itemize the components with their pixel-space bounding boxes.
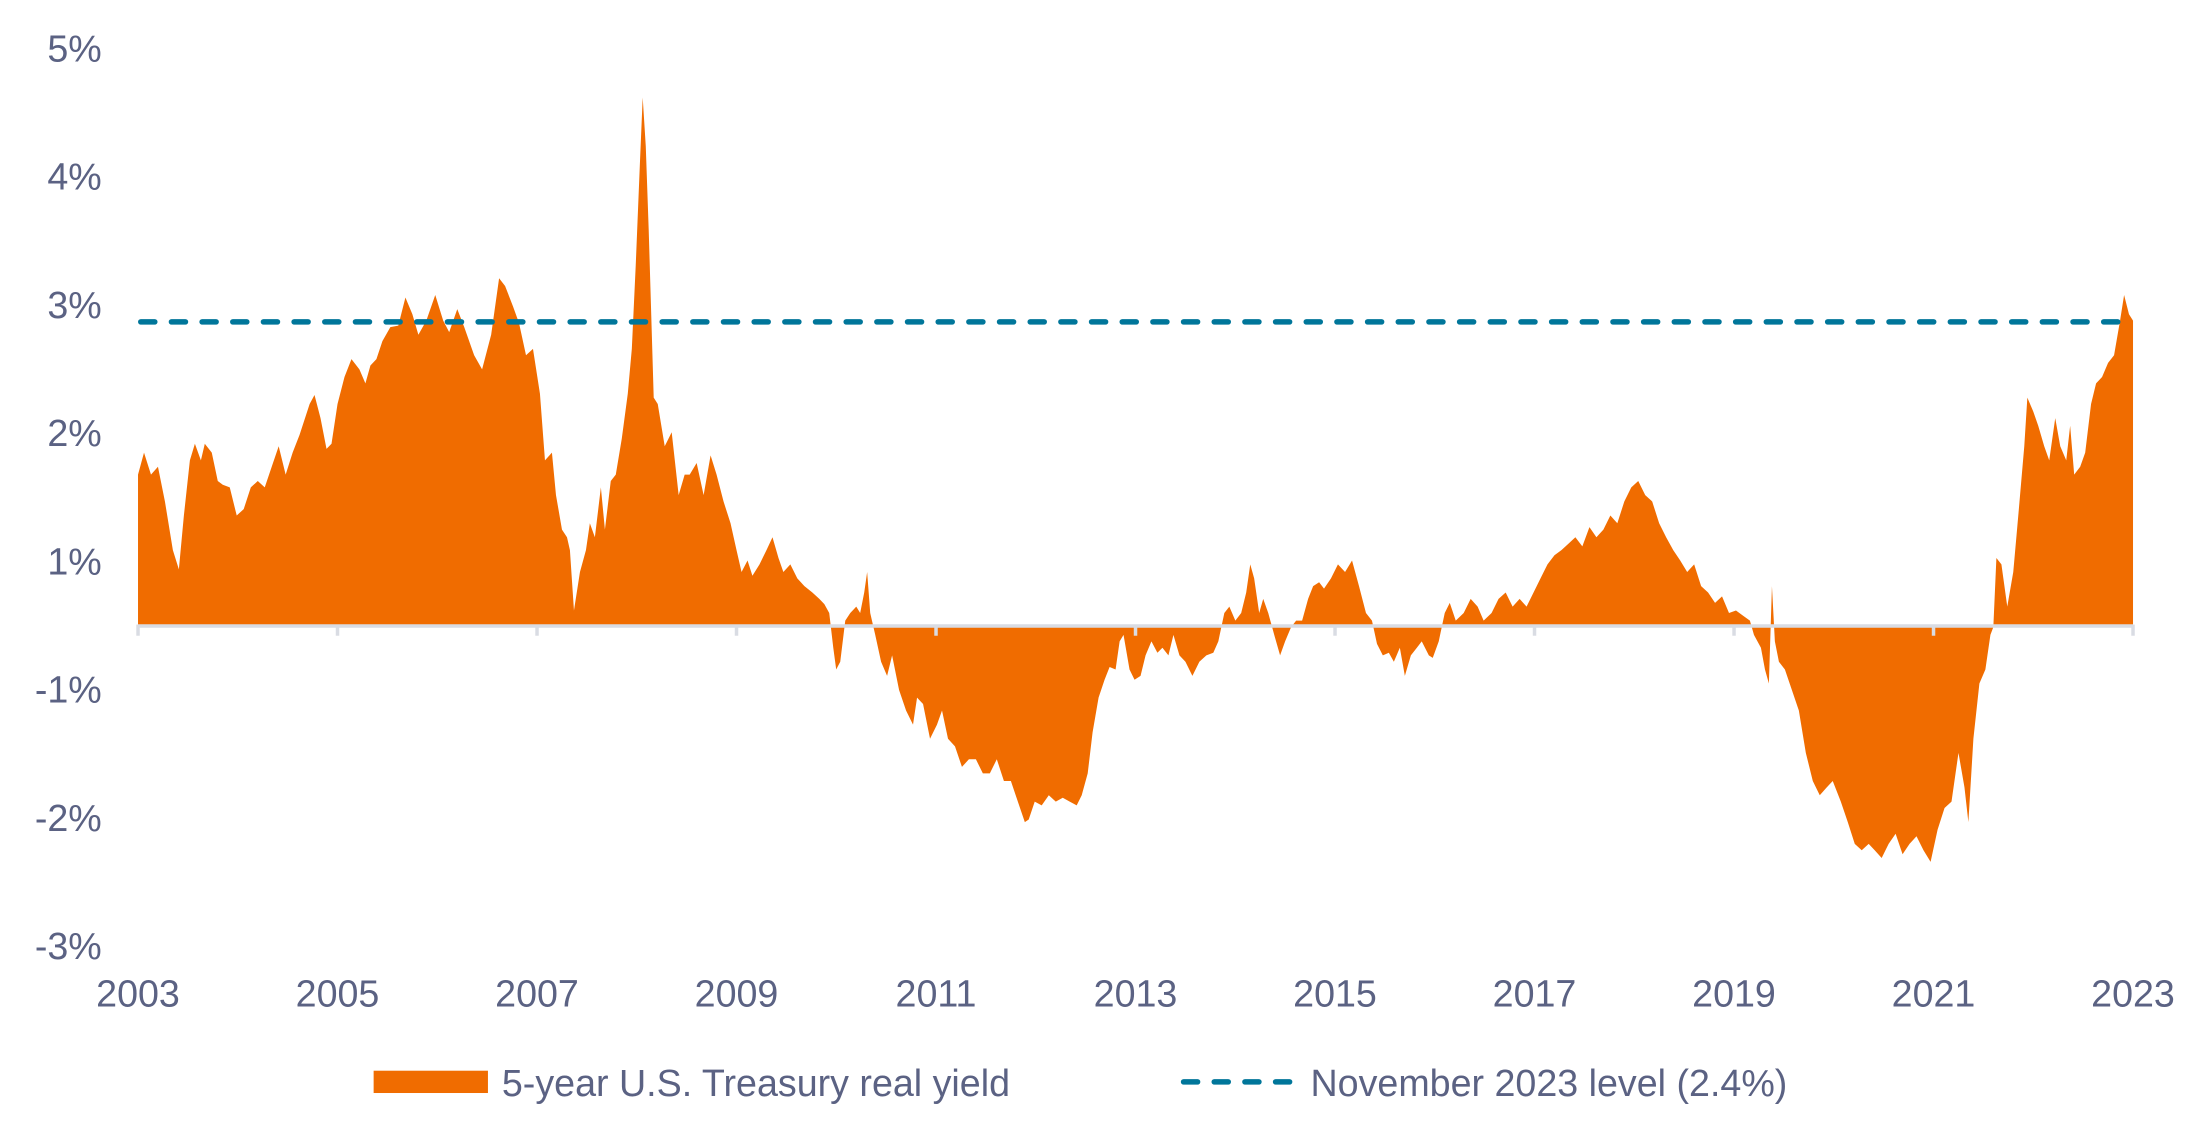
legend: 5-year U.S. Treasury real yield November… xyxy=(373,1062,1787,1104)
x-tick-label: 2013 xyxy=(1094,973,1178,1015)
x-tick-label: 2019 xyxy=(1692,973,1776,1015)
legend-area-label: 5-year U.S. Treasury real yield xyxy=(502,1062,1010,1104)
real-yield-area xyxy=(138,97,2134,862)
x-axis-ticks: 2003 2005 2007 2009 2011 2013 2015 2017 2019 2021… xyxy=(96,624,2175,1015)
x-tick-label: 2007 xyxy=(495,973,579,1015)
legend-area-swatch xyxy=(373,1070,488,1094)
x-tick-label: 2011 xyxy=(896,973,977,1015)
y-tick-label: 1% xyxy=(47,540,101,582)
y-tick-label: 5% xyxy=(47,27,101,69)
x-tick-label: 2003 xyxy=(96,973,180,1015)
x-tick-label: 2009 xyxy=(695,973,779,1015)
y-tick-label: 4% xyxy=(47,156,101,198)
y-tick-label: 2% xyxy=(47,412,101,454)
y-tick-label: -1% xyxy=(35,669,102,711)
y-tick-label: -3% xyxy=(35,925,102,967)
x-tick-label: 2015 xyxy=(1293,973,1377,1015)
legend-reference-label: November 2023 level (2.4%) xyxy=(1310,1062,1787,1104)
x-tick-label: 2005 xyxy=(296,973,380,1015)
y-axis-tick-labels: 5% 4% 3% 2% 1% -1% -2% -3% xyxy=(35,27,102,967)
x-tick-label: 2021 xyxy=(1892,973,1976,1015)
y-tick-label: -2% xyxy=(35,797,102,839)
x-tick-label: 2023 xyxy=(2091,973,2175,1015)
y-tick-label: 3% xyxy=(47,284,101,326)
x-tick-label: 2017 xyxy=(1493,973,1577,1015)
